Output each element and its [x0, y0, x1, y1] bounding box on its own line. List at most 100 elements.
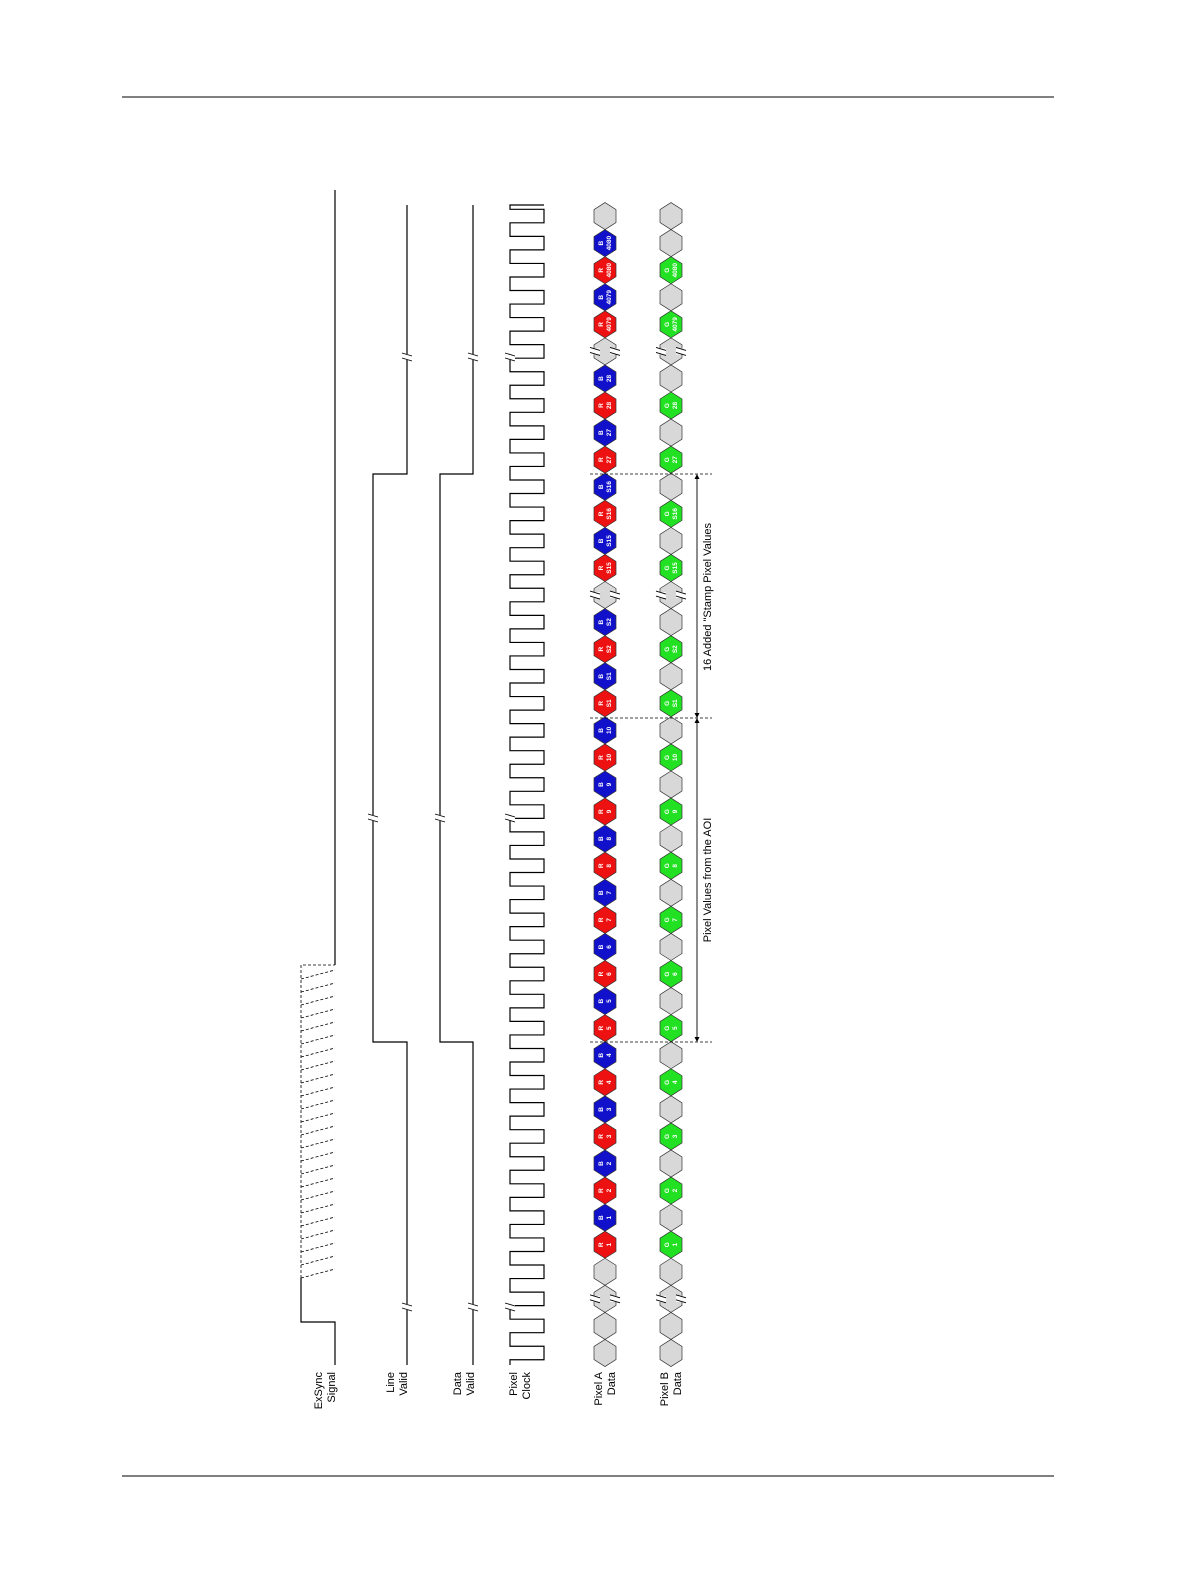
exsync-dashed — [300, 969, 336, 980]
pixel-letter: B — [598, 376, 605, 381]
pixel-letter: R — [598, 1134, 605, 1139]
pixel-index: S1 — [672, 699, 679, 707]
pixel-letter: B — [598, 1215, 605, 1220]
pixel-cell — [659, 608, 683, 637]
signal-label: Pixel B — [659, 1372, 671, 1406]
pixel-letter: B — [598, 619, 605, 624]
signal-label: Data — [672, 1371, 684, 1395]
pixel-letter: B — [598, 1053, 605, 1058]
pixel-cell — [659, 202, 683, 231]
signal-label: Data — [452, 1371, 464, 1395]
pixel-letter: G — [664, 1026, 671, 1031]
pixel-letter: R — [598, 511, 605, 516]
pixel-cell — [659, 1257, 683, 1286]
break-mark — [675, 595, 687, 600]
pixel-index: 5 — [606, 1026, 613, 1030]
timing-diagram: ExSync Signal Line Valid Data Valid Pixel Clock… — [300, 190, 714, 1409]
pixel-letter: G — [664, 1242, 671, 1247]
pixel-letter: R — [598, 1242, 605, 1247]
break-mark — [467, 1307, 479, 1312]
break-mark — [609, 590, 621, 595]
pixel-index: 10 — [606, 726, 613, 734]
pixel-index: 7 — [606, 918, 613, 922]
break-mark — [504, 352, 516, 357]
pixel-index: 6 — [672, 972, 679, 976]
pixel-letter: G — [664, 647, 671, 652]
pixel-index: 5 — [672, 1026, 679, 1030]
pixel-index: 2 — [672, 1188, 679, 1192]
pixel-letter: B — [598, 295, 605, 300]
pixel-index: S15 — [606, 535, 613, 547]
data-valid — [439, 205, 474, 1365]
pixel-index: 6 — [606, 945, 613, 949]
signal-label: Data — [606, 1371, 618, 1395]
break-mark — [655, 1299, 667, 1304]
signal-label: Valid — [465, 1372, 477, 1396]
pixel-letter: B — [598, 998, 605, 1003]
pixel-index: 28 — [672, 402, 679, 410]
break-mark — [675, 1294, 687, 1299]
pixel-letter: B — [598, 1161, 605, 1166]
pixel-index: 5 — [606, 999, 613, 1003]
pixel-letter: R — [598, 863, 605, 868]
annotation: Pixel Values from the AOI — [702, 818, 714, 943]
break-mark — [401, 352, 413, 357]
pixel-index: 2 — [606, 1188, 613, 1192]
pixel-cell — [659, 770, 683, 799]
signal-label: Clock — [521, 1372, 533, 1400]
break-mark — [675, 346, 687, 351]
pixel-letter: R — [598, 917, 605, 922]
pixel-cell — [659, 364, 683, 393]
exsync-dashed — [300, 1073, 336, 1084]
pixel-index: 10 — [606, 753, 613, 761]
exsync-dashed — [300, 1034, 336, 1045]
break-mark — [504, 813, 516, 818]
pixel-index: 4079 — [606, 317, 613, 332]
pixel-cell — [659, 1041, 683, 1070]
pixel-letter: B — [598, 890, 605, 895]
pixel-letter: G — [664, 565, 671, 570]
pixel-letter: B — [598, 430, 605, 435]
pixel-index: 8 — [606, 836, 613, 840]
exsync-dashed — [300, 982, 336, 993]
pixel-index: S2 — [606, 618, 613, 626]
exsync-dashed — [300, 964, 335, 1278]
pixel-letter: G — [664, 1188, 671, 1193]
pixel-letter: R — [598, 1080, 605, 1085]
pixel-letter: G — [664, 863, 671, 868]
break-mark — [589, 1294, 601, 1299]
break-mark — [504, 818, 516, 823]
pixel-index: S15 — [672, 562, 679, 574]
pixel-cell — [659, 1339, 683, 1367]
exsync-dashed — [300, 1112, 336, 1123]
signal-label: Line — [385, 1372, 397, 1393]
pixel-index: 4080 — [672, 263, 679, 278]
break-mark — [655, 1294, 667, 1299]
pixel-index: 2 — [606, 1161, 613, 1165]
pixel-cell — [659, 1095, 683, 1124]
exsync-dashed — [300, 1164, 336, 1175]
break-mark — [609, 351, 621, 356]
pixel-index: 9 — [606, 809, 613, 813]
break-mark — [504, 357, 516, 362]
pixel-letter: R — [598, 1188, 605, 1193]
pixel-index: 4 — [672, 1080, 679, 1084]
pixel-index: 1 — [606, 1243, 613, 1247]
pixel-letter: G — [664, 701, 671, 706]
signal-label: Pixel A — [593, 1371, 605, 1405]
pixel-index: S16 — [606, 481, 613, 493]
pixel-letter: R — [598, 268, 605, 273]
exsync-dashed — [300, 1151, 336, 1162]
pixel-letter: G — [664, 1080, 671, 1085]
pixel-letter: G — [664, 457, 671, 462]
exsync-dashed — [300, 1086, 336, 1097]
pixel-letter: B — [598, 240, 605, 245]
exsync-dashed — [300, 1216, 336, 1227]
exsync-dashed — [300, 1099, 336, 1110]
exsync-dashed — [300, 995, 336, 1006]
pixel-letter: G — [664, 809, 671, 814]
pixel-cell — [659, 987, 683, 1016]
exsync-dashed — [300, 1242, 336, 1253]
exsync-dashed — [300, 1008, 336, 1019]
pixel-letter: G — [664, 971, 671, 976]
